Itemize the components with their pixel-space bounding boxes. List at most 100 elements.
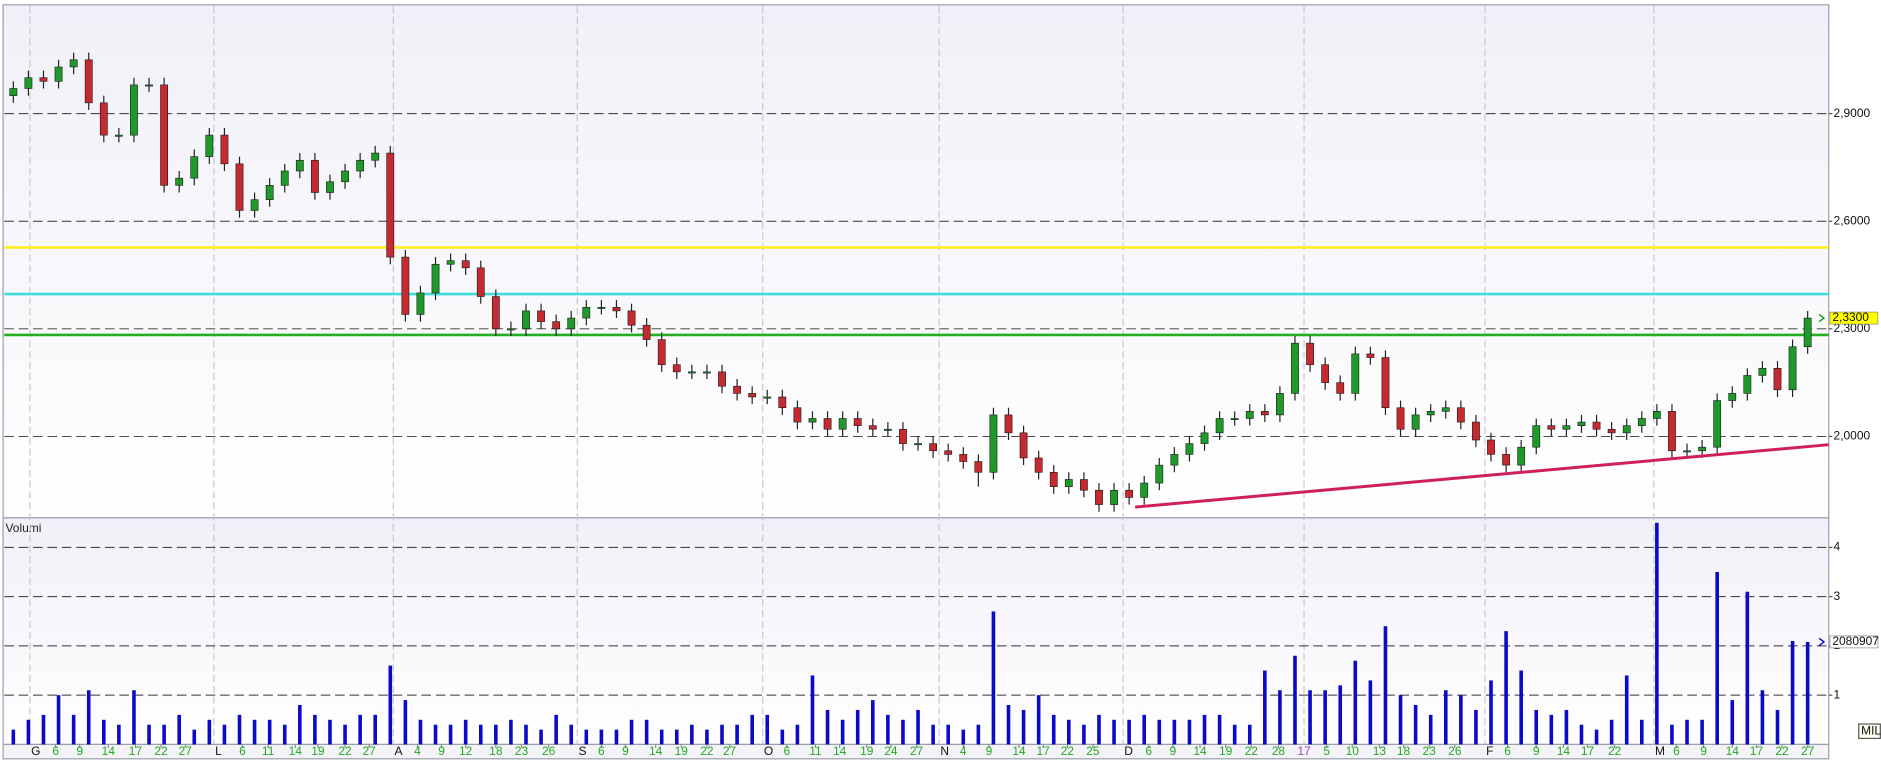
volume-bar	[991, 611, 996, 745]
candle-body	[1456, 407, 1465, 423]
volume-bar	[1127, 719, 1131, 745]
volume-bar	[1082, 724, 1086, 745]
volume-tick-label: 3	[1834, 589, 1841, 603]
volume-bar	[1338, 685, 1343, 745]
x-tick-label: 6	[239, 744, 246, 758]
candle-body	[1713, 400, 1722, 448]
x-tick-label: 24	[884, 744, 898, 758]
month-label: F	[1486, 744, 1493, 758]
volume-bar	[509, 719, 513, 745]
candle-body	[1411, 414, 1420, 430]
volume-bar	[328, 719, 332, 745]
candle-body	[1472, 421, 1480, 441]
candle-body	[1095, 489, 1103, 505]
candle-body	[24, 77, 33, 89]
volume-bar	[26, 719, 31, 745]
candle-body	[868, 425, 877, 430]
volume-bar	[463, 719, 468, 745]
candle-body	[1291, 342, 1299, 394]
volume-bar	[1745, 591, 1750, 745]
x-tick-label: 17	[1581, 744, 1595, 758]
volume-bar	[433, 724, 438, 745]
volume-bar	[1051, 714, 1056, 745]
x-tick-label: 6	[1145, 744, 1152, 758]
x-tick-label: 26	[542, 744, 556, 758]
volume-bar	[1202, 714, 1207, 745]
candle-body	[657, 339, 666, 365]
volume-bar	[177, 714, 181, 745]
candle-body	[461, 260, 470, 269]
volume-bar	[1383, 626, 1388, 745]
x-tick-label: 9	[986, 744, 993, 758]
x-tick-label: 14	[649, 744, 663, 758]
volume-bar	[1670, 724, 1674, 745]
x-tick-label: 19	[1219, 744, 1233, 758]
candle-body	[627, 310, 636, 326]
volume-bar	[1443, 690, 1448, 745]
candle-body	[1170, 454, 1179, 466]
x-tick-label: 11	[262, 744, 275, 758]
candle-body	[341, 170, 349, 183]
x-tick-label: 13	[1373, 744, 1387, 758]
volume-bar	[870, 700, 875, 745]
candle-body	[1215, 418, 1224, 434]
volume-bar	[644, 719, 649, 745]
price-tick-label: 2,0000	[1834, 429, 1871, 443]
candle-body	[507, 328, 515, 331]
candle-body	[84, 59, 93, 104]
candle-body	[99, 102, 108, 136]
x-tick-label: 22	[1775, 744, 1789, 758]
x-tick-label: 27	[723, 744, 737, 758]
volume-bar	[1006, 705, 1011, 745]
candle-body	[1230, 418, 1239, 420]
x-tick-label: 11	[809, 744, 822, 758]
volume-bar	[343, 724, 347, 745]
last-price-label: 2,3300	[1832, 310, 1869, 324]
candle-body	[1351, 353, 1360, 394]
volume-bar	[735, 724, 739, 745]
volume-bar	[1428, 714, 1433, 745]
month-label: D	[1124, 744, 1133, 758]
candle-body	[1049, 472, 1058, 487]
candle-body	[989, 414, 998, 473]
candle-body	[883, 428, 892, 431]
volume-bar	[252, 719, 257, 745]
last-volume-arrow	[1818, 637, 1826, 647]
x-tick-label: 26	[1448, 744, 1462, 758]
x-tick-label: 25	[1086, 744, 1100, 758]
candle-body	[582, 306, 591, 319]
candle-body	[1592, 421, 1601, 430]
x-tick-label: 12	[459, 744, 473, 758]
volume-bar	[1413, 705, 1418, 745]
volume-bar	[780, 729, 785, 745]
x-tick-label: 22	[1245, 744, 1259, 758]
x-tick-label: 14	[1726, 744, 1740, 758]
candle-body	[1125, 489, 1134, 498]
candle-body	[612, 306, 621, 312]
volume-bar	[961, 729, 966, 745]
volume-bar	[1504, 631, 1508, 745]
year-label: 17	[1297, 744, 1311, 758]
volume-bar	[1609, 719, 1614, 745]
volume-bar	[554, 714, 558, 745]
candle-body	[356, 159, 365, 172]
volume-bar	[117, 724, 121, 745]
volume-panel	[2, 517, 1830, 746]
volume-bar	[298, 705, 302, 745]
volume-bar	[614, 729, 619, 745]
candle-body	[552, 321, 561, 330]
volume-bar	[1564, 709, 1569, 745]
price-tick-label: 2,3000	[1834, 321, 1871, 335]
candle-body	[1788, 346, 1797, 391]
candle-body	[145, 84, 153, 87]
volume-tick-label: 4	[1834, 540, 1841, 554]
volume-unit: MIL	[1861, 723, 1881, 737]
volume-bar	[388, 665, 393, 745]
volume-bar	[674, 729, 679, 745]
candle-body	[1079, 479, 1088, 491]
volume-bar	[705, 729, 709, 745]
volume-bar	[1217, 714, 1222, 745]
volume-bar	[1534, 709, 1539, 745]
candle-body	[522, 310, 530, 330]
volume-bar	[1368, 680, 1373, 745]
